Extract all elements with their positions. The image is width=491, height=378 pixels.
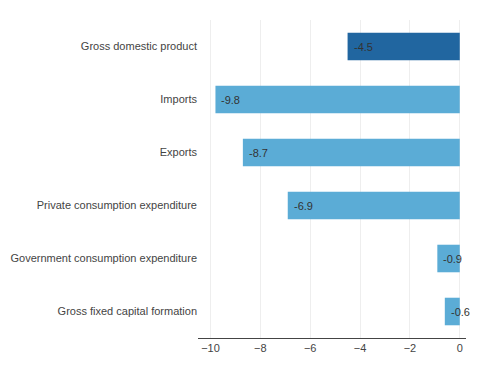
- svg-text:Private consumption expenditur: Private consumption expenditure: [37, 199, 197, 211]
- svg-text:-4.5: -4.5: [354, 41, 373, 53]
- svg-text:−8: −8: [254, 342, 267, 354]
- svg-text:-0.6: -0.6: [451, 306, 470, 318]
- svg-text:Gross fixed capital formation: Gross fixed capital formation: [58, 305, 197, 317]
- svg-text:Exports: Exports: [160, 146, 198, 158]
- svg-text:0: 0: [457, 342, 463, 354]
- svg-text:-9.8: -9.8: [221, 94, 240, 106]
- svg-text:-8.7: -8.7: [249, 147, 268, 159]
- svg-text:−4: −4: [354, 342, 367, 354]
- svg-text:Imports: Imports: [160, 93, 197, 105]
- svg-text:−10: −10: [201, 342, 220, 354]
- svg-text:-6.9: -6.9: [294, 200, 313, 212]
- svg-text:−6: −6: [304, 342, 317, 354]
- svg-text:−2: −2: [404, 342, 417, 354]
- svg-text:-0.9: -0.9: [443, 253, 462, 265]
- svg-text:Government consumption expendi: Government consumption expenditure: [11, 252, 198, 264]
- svg-text:Gross domestic product: Gross domestic product: [81, 40, 197, 52]
